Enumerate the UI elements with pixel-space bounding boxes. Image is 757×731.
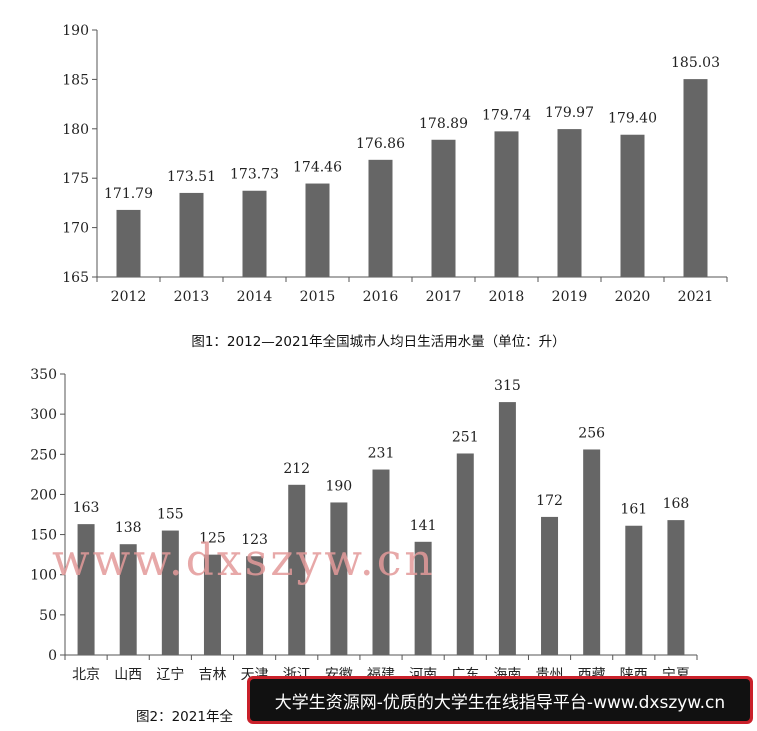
chart2-y-tick-label: 0 bbox=[48, 648, 57, 664]
chart1-x-tick-label: 2015 bbox=[300, 289, 336, 305]
chart2-title: 图2：2021年全 bbox=[136, 709, 233, 725]
chart1-bar-2020 bbox=[620, 134, 645, 277]
chart1-bar-2016 bbox=[368, 159, 393, 277]
chart1-x-tick-label: 2017 bbox=[426, 289, 462, 305]
chart1-x-tick-label: 2020 bbox=[615, 289, 651, 305]
chart2-bar-浙江 bbox=[288, 484, 306, 655]
chart1-bar-2019 bbox=[557, 129, 582, 277]
chart1-x-tick-label: 2019 bbox=[552, 289, 588, 305]
chart2-bar-河南 bbox=[414, 541, 432, 655]
chart2-bar-宁夏 bbox=[667, 520, 685, 655]
chart1-x-tick-label: 2021 bbox=[678, 289, 714, 305]
chart2-data-label: 172 bbox=[536, 493, 563, 509]
chart2-bar-陕西 bbox=[625, 525, 643, 655]
chart2-data-label: 138 bbox=[115, 520, 142, 536]
chart2-bar-山西 bbox=[119, 544, 137, 655]
chart1-data-label: 174.46 bbox=[293, 160, 342, 176]
chart1-x-tick-label: 2014 bbox=[237, 289, 273, 305]
chart2-data-label: 251 bbox=[452, 429, 479, 445]
chart1-data-label: 179.97 bbox=[545, 105, 594, 121]
chart2-data-label: 212 bbox=[283, 461, 310, 477]
chart2-bar-贵州 bbox=[541, 516, 559, 655]
chart1-y-tick-label: 190 bbox=[62, 23, 89, 39]
chart2-y-tick-label: 300 bbox=[30, 407, 57, 423]
chart1-bar-2017 bbox=[431, 139, 456, 277]
chart1-bar-2015 bbox=[305, 183, 330, 277]
chart2-data-label: 190 bbox=[325, 478, 352, 494]
chart2-bar-福建 bbox=[372, 469, 390, 655]
chart2-data-label: 163 bbox=[73, 500, 100, 516]
site-banner[interactable]: 大学生资源网-优质的大学生在线指导平台-www.dxszyw.cn bbox=[247, 676, 753, 724]
chart1-x-tick-label: 2013 bbox=[174, 289, 210, 305]
chart2-data-label: 231 bbox=[368, 446, 395, 462]
chart2-bar-西藏 bbox=[583, 449, 601, 655]
chart1-bar-2012 bbox=[116, 209, 141, 277]
chart1-data-label: 173.73 bbox=[230, 167, 279, 183]
chart2-y-tick-label: 150 bbox=[30, 528, 57, 544]
chart2-y-tick-label: 50 bbox=[39, 608, 57, 624]
chart2-y-tick-label: 350 bbox=[30, 367, 57, 383]
chart2-data-label: 125 bbox=[199, 531, 226, 547]
chart1-data-label: 179.40 bbox=[608, 111, 657, 127]
chart2-x-tick-label: 山西 bbox=[114, 667, 142, 683]
chart2-bar-安徽 bbox=[330, 502, 348, 655]
chart1-y-tick-label: 185 bbox=[62, 72, 89, 88]
chart1-x-tick-label: 2016 bbox=[363, 289, 399, 305]
chart1-bar-2018 bbox=[494, 131, 519, 277]
chart2-bar-辽宁 bbox=[161, 530, 179, 655]
chart2-bar-吉林 bbox=[203, 554, 221, 655]
chart2-bar-广东 bbox=[456, 453, 474, 655]
chart2-bar-海南 bbox=[498, 402, 516, 655]
site-banner-text[interactable]: 大学生资源网-优质的大学生在线指导平台-www.dxszyw.cn bbox=[250, 679, 750, 721]
chart2-y-tick-label: 200 bbox=[30, 487, 57, 503]
chart1-y-tick-label: 180 bbox=[62, 122, 89, 138]
chart2-data-label: 161 bbox=[620, 502, 647, 518]
chart1-title: 图1：2012—2021年全国城市人均日生活用水量（单位：升） bbox=[191, 334, 566, 350]
chart2-data-label: 315 bbox=[494, 378, 521, 394]
chart1-x-tick-label: 2018 bbox=[489, 289, 525, 305]
chart2-y-tick-label: 100 bbox=[30, 568, 57, 584]
chart2-x-tick-label: 辽宁 bbox=[156, 666, 184, 683]
chart1-y-tick-label: 175 bbox=[62, 171, 89, 187]
chart1-x-tick-label: 2012 bbox=[111, 289, 147, 305]
chart1-data-label: 173.51 bbox=[167, 169, 216, 185]
chart1-bar-2014 bbox=[242, 190, 267, 277]
chart2-y-tick-label: 250 bbox=[30, 447, 57, 463]
chart2-data-label: 123 bbox=[241, 532, 268, 548]
chart1-data-label: 171.79 bbox=[104, 186, 153, 202]
chart2-data-label: 155 bbox=[157, 507, 184, 523]
chart1-data-label: 179.74 bbox=[482, 107, 531, 123]
chart1-data-label: 178.89 bbox=[419, 116, 468, 132]
watermark-text: www.dxszyw.cn bbox=[52, 535, 436, 586]
chart2-data-label: 256 bbox=[578, 425, 605, 441]
chart2-data-label: 168 bbox=[663, 496, 690, 512]
chart2-data-label: 141 bbox=[410, 518, 437, 534]
chart1-y-tick-label: 170 bbox=[62, 221, 89, 237]
chart1-bar-2013 bbox=[179, 192, 204, 277]
chart1-data-label: 185.03 bbox=[671, 55, 720, 71]
chart2-bar-天津 bbox=[246, 556, 264, 655]
chart2-x-tick-label: 吉林 bbox=[198, 667, 226, 683]
chart2-x-tick-label: 北京 bbox=[72, 667, 100, 683]
chart1-bar-2021 bbox=[683, 79, 708, 277]
chart2-bar-北京 bbox=[77, 524, 95, 655]
chart1-y-tick-label: 165 bbox=[62, 270, 89, 286]
chart1-data-label: 176.86 bbox=[356, 136, 405, 152]
